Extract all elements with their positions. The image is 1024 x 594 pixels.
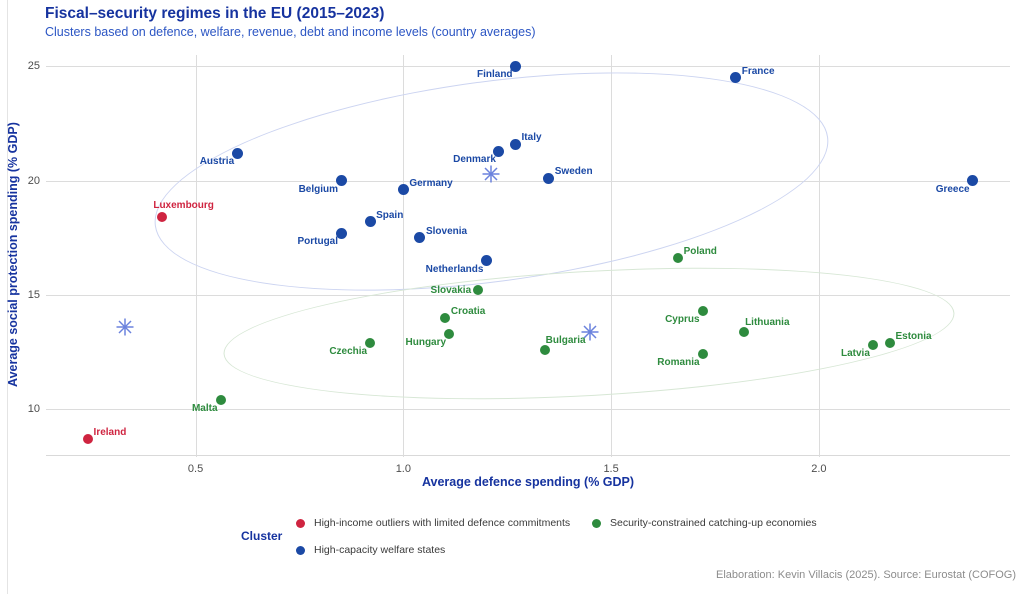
- data-point: [867, 340, 878, 351]
- y-tick-label: 25: [27, 60, 40, 73]
- gridline-y: [46, 295, 1010, 296]
- data-point: [672, 253, 683, 264]
- data-point: [697, 306, 708, 316]
- gridline-x: [818, 55, 820, 457]
- red-dot-icon: [296, 518, 305, 528]
- point-label: Belgium: [298, 183, 339, 195]
- point-label: Malta: [191, 403, 218, 415]
- gridline-y: [46, 66, 1010, 68]
- point-label: Portugal: [297, 236, 339, 248]
- data-point: [884, 338, 895, 348]
- cluster-centroid-icon: [115, 317, 135, 342]
- data-point: [539, 344, 550, 355]
- gridline-x: [611, 55, 613, 457]
- data-point: [967, 175, 979, 187]
- point-label: Croatia: [450, 305, 486, 317]
- point-label: Spain: [376, 209, 404, 221]
- point-label: Hungary: [405, 336, 447, 348]
- data-point: [335, 227, 347, 239]
- data-point: [543, 172, 555, 184]
- point-label: Ireland: [93, 427, 127, 438]
- data-point: [510, 60, 522, 72]
- source-credit: Elaboration: Kevin Villacis (2025). Sour…: [716, 569, 1016, 581]
- point-label: Slovakia: [430, 285, 472, 297]
- y-tick-label: 15: [27, 289, 40, 301]
- plot-area: 10 15 20 25 0.5 1.0 1.5 2.0 Luxembourg Ireland Aus…: [28, 37, 1010, 475]
- chart-title: Fiscal–security regimes in the EU (2015–…: [45, 5, 385, 22]
- legend-item-label: Security-constrained catching-up economi…: [610, 517, 817, 529]
- data-point: [82, 434, 93, 444]
- point-label: Bulgaria: [545, 334, 586, 346]
- point-label: Poland: [683, 246, 717, 258]
- x-tick-label: 0.5: [187, 463, 204, 475]
- data-point: [439, 312, 450, 323]
- point-label: Sweden: [554, 166, 593, 178]
- data-point: [364, 216, 376, 228]
- data-point: [444, 328, 455, 339]
- cluster-centroid-icon: [580, 322, 600, 347]
- point-label: Romania: [657, 357, 700, 369]
- data-point: [365, 338, 376, 348]
- gridline-x: [403, 55, 405, 457]
- left-edge-divider: [7, 0, 8, 594]
- point-label: Luxembourg: [153, 200, 214, 212]
- point-label: Finland: [476, 69, 513, 81]
- data-point: [730, 72, 742, 84]
- cluster-centroid-icon: [481, 164, 501, 189]
- gridline-y: [46, 180, 1010, 182]
- point-label: Germany: [409, 177, 453, 189]
- data-point: [397, 184, 409, 196]
- point-label: Czechia: [329, 346, 368, 357]
- data-point: [215, 395, 226, 406]
- legend-item-high-capacity: High-capacity welfare states: [296, 543, 445, 557]
- point-label: Italy: [521, 132, 542, 144]
- point-label: Austria: [199, 156, 235, 168]
- y-axis-title: Average social protection spending (% GD…: [6, 122, 20, 388]
- data-point: [697, 349, 708, 360]
- data-point: [231, 147, 243, 159]
- data-point: [414, 232, 426, 244]
- chart-subtitle: Clusters based on defence, welfare, reve…: [45, 25, 536, 39]
- data-point: [739, 326, 750, 337]
- data-point: [493, 145, 505, 157]
- y-tick-label: 20: [27, 174, 40, 187]
- point-label: Denmark: [453, 154, 496, 165]
- point-label: Netherlands: [425, 263, 484, 275]
- data-point: [510, 138, 522, 150]
- point-label: Estonia: [895, 331, 932, 342]
- legend-item-security-constrained: Security-constrained catching-up economi…: [592, 516, 817, 530]
- point-label: France: [741, 65, 775, 77]
- x-tick-label: 2.0: [811, 463, 827, 475]
- point-label: Lithuania: [745, 316, 790, 328]
- point-label: Slovenia: [425, 225, 468, 237]
- x-tick-label: 1.0: [395, 463, 411, 475]
- legend-item-high-income-outliers: High-income outliers with limited defenc…: [296, 516, 570, 530]
- legend-item-label: High-capacity welfare states: [314, 544, 446, 556]
- point-label: Cyprus: [665, 314, 700, 325]
- x-axis-title: Average defence spending (% GDP): [421, 475, 635, 489]
- legend-item-label: High-income outliers with limited defenc…: [314, 517, 571, 529]
- green-dot-icon: [592, 518, 601, 528]
- data-point: [480, 255, 492, 267]
- data-point: [335, 175, 347, 187]
- legend-title: Cluster: [241, 529, 283, 543]
- point-label: Latvia: [840, 348, 870, 360]
- y-tick-label: 10: [27, 403, 40, 416]
- gridline-y: [46, 409, 1010, 411]
- data-point: [157, 212, 168, 223]
- x-tick-label: 1.5: [603, 463, 619, 475]
- blue-dot-icon: [296, 545, 305, 555]
- gridline-x: [195, 55, 197, 457]
- point-label: Greece: [935, 183, 970, 195]
- data-point: [473, 285, 484, 296]
